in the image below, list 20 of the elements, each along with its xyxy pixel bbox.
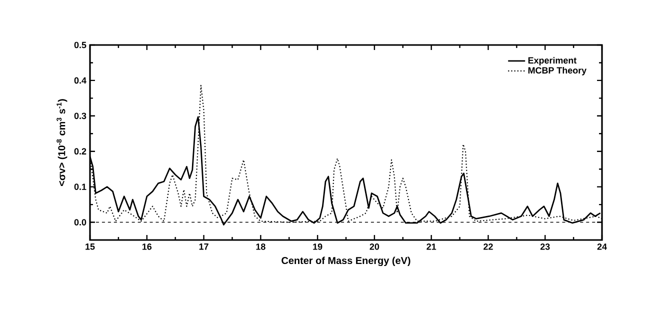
- x-tick-label: 16: [142, 244, 152, 250]
- x-axis-title: Center of Mass Energy (eV): [282, 256, 410, 266]
- legend-label: MCBP Theory: [528, 66, 587, 76]
- y-tick-label: 0.3: [74, 112, 86, 120]
- y-tick-label: 0.0: [74, 219, 86, 226]
- x-tick-label: 23: [540, 244, 550, 250]
- y-axis-title: <σv> (10$^{-8}$ cm$^{3}$ s$^{-1}$): [56, 99, 68, 186]
- x-tick-label: 15: [86, 244, 95, 250]
- x-tick-label: 19: [313, 244, 322, 250]
- x-tick-label: 18: [256, 244, 266, 250]
- x-tick-label: 21: [426, 244, 436, 250]
- x-tick-label: 20: [370, 244, 380, 250]
- legend-label: Experiment: [528, 56, 577, 66]
- y-tick-label: 0.1: [74, 184, 86, 190]
- y-tick-label: 0.2: [74, 148, 86, 155]
- y-tick-label: 0.4: [74, 77, 86, 84]
- x-tick-label: 24: [597, 244, 607, 250]
- x-tick-label: 22: [484, 244, 493, 250]
- y-tick-label: 0.5: [74, 42, 86, 48]
- x-tick-label: 17: [199, 244, 208, 250]
